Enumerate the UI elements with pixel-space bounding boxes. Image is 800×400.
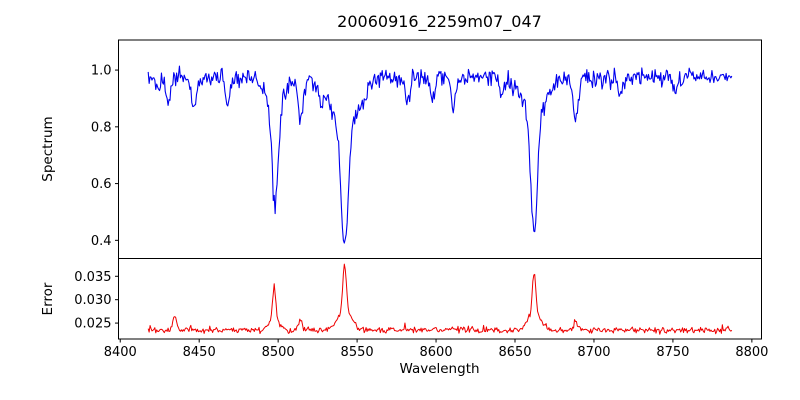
x-tick-label: 8650 bbox=[498, 345, 531, 360]
error-axis-label: Error bbox=[40, 282, 56, 316]
x-tick-label: 8550 bbox=[341, 345, 374, 360]
spectrum-axis-label: Spectrum bbox=[40, 116, 56, 182]
y-tick-label: 0.6 bbox=[91, 177, 112, 192]
error-line bbox=[147, 263, 733, 335]
x-tick-label: 8700 bbox=[577, 345, 610, 360]
wavelength-axis-label: Wavelength bbox=[399, 361, 480, 377]
x-tick-label: 8750 bbox=[656, 345, 689, 360]
x-tick-label: 8500 bbox=[262, 345, 295, 360]
y-tick-label: 0.4 bbox=[91, 234, 112, 249]
chart-title: 20060916_2259m07_047 bbox=[337, 12, 542, 31]
x-tick-label: 8800 bbox=[735, 345, 768, 360]
x-tick-label: 8600 bbox=[420, 345, 453, 360]
x-tick-label: 8450 bbox=[183, 345, 216, 360]
y-tick-label: 1.0 bbox=[91, 64, 112, 79]
spectrum-line bbox=[147, 65, 733, 244]
x-tick-label: 8400 bbox=[104, 345, 137, 360]
y-tick-label: 0.035 bbox=[74, 270, 111, 285]
y-tick-label: 0.8 bbox=[91, 120, 112, 135]
y-tick-label: 0.025 bbox=[74, 317, 111, 332]
error-axes-frame bbox=[118, 258, 762, 340]
y-tick-label: 0.030 bbox=[74, 293, 111, 308]
